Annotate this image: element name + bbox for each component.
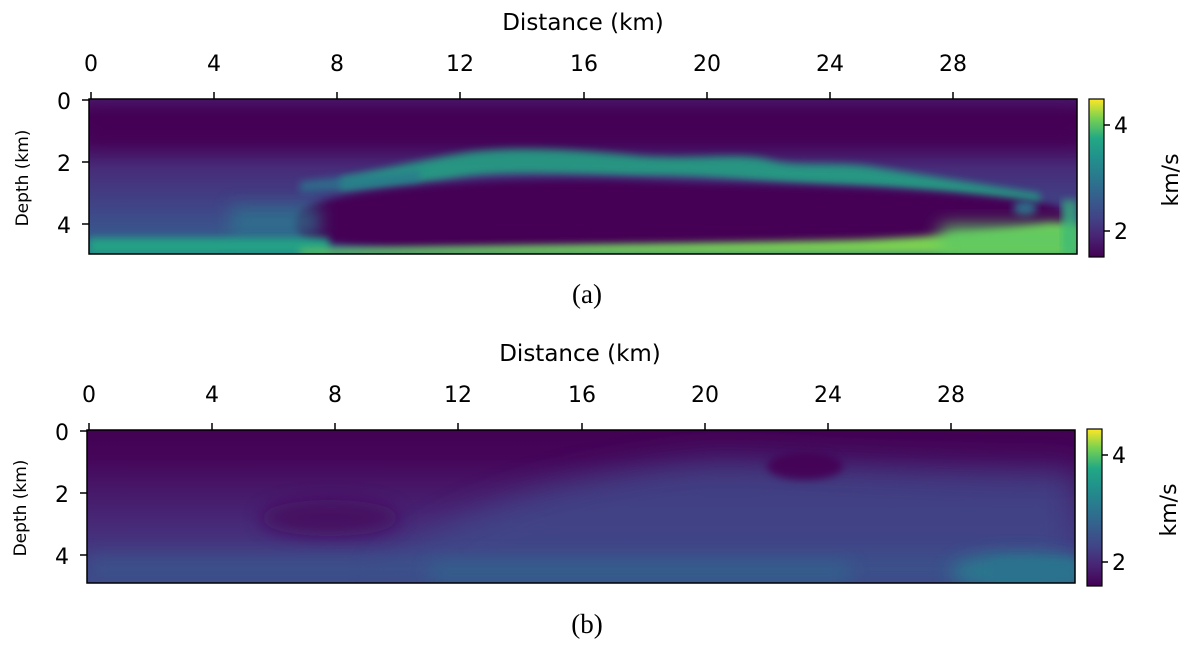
panel-a-colorbar-label: km/s	[1159, 153, 1184, 206]
panel-a: Distance (km) 0 4 8 12 16 20 24 28 0 2 4	[13, 10, 1184, 309]
panel-b-heatmap	[87, 430, 1075, 583]
panel-b-colorbar-tick: 2	[1112, 551, 1126, 576]
panel-b-ylabel: Depth (km)	[11, 460, 31, 557]
panel-b-xlabel: Distance (km)	[499, 341, 661, 367]
panel-a-xtick-label: 28	[939, 52, 967, 77]
panel-a-xtick-label: 24	[816, 52, 844, 77]
panel-b-ytick-label: 0	[55, 421, 69, 446]
panel-b-xtick-label: 12	[444, 383, 472, 408]
panel-a-colorbar: 4 2 km/s	[1088, 98, 1184, 258]
panel-b-xtick-marks	[88, 423, 952, 430]
panel-b-colorbar-tick: 4	[1112, 444, 1126, 469]
panel-a-xtick-label: 8	[330, 52, 344, 77]
panel-a-xtick-label: 20	[693, 52, 721, 77]
panel-b-xtick-label: 0	[82, 383, 96, 408]
panel-a-xtick-label: 16	[570, 52, 598, 77]
panel-a-xtick-marks	[90, 92, 954, 99]
panel-b-xtick-label: 16	[568, 383, 596, 408]
panel-a-frame	[88, 98, 1078, 255]
panel-b-caption: (b)	[571, 609, 602, 639]
panel-a-caption: (a)	[572, 279, 602, 309]
panel-b-frame	[86, 429, 1076, 584]
panel-b-ytick-label: 4	[55, 545, 69, 570]
panel-b-xtick-label: 8	[328, 383, 342, 408]
panel-b-yticks: 0 2 4	[55, 421, 87, 570]
panel-b: Distance (km) 0 4 8 12 16 20 24 28 0 2 4	[11, 341, 1182, 639]
panel-a-xlabel: Distance (km)	[502, 10, 664, 36]
panel-b-xtick-label: 24	[814, 383, 842, 408]
panel-a-xtick-label: 4	[207, 52, 221, 77]
panel-b-xticks: 0 4 8 12 16 20 24 28	[82, 383, 965, 430]
panel-a-ytick-label: 2	[57, 152, 71, 177]
panel-a-ytick-label: 0	[57, 90, 71, 115]
panel-b-xtick-label: 28	[937, 383, 965, 408]
panel-a-xtick-label: 0	[84, 52, 98, 77]
panel-a-xticks: 0 4 8 12 16 20 24 28	[84, 52, 967, 99]
panel-a-ylabel: Depth (km)	[13, 130, 33, 227]
panel-a-xtick-label: 12	[446, 52, 474, 77]
panel-b-colorbar-label: km/s	[1157, 483, 1182, 536]
panel-a-yticks: 0 2 4	[57, 90, 89, 239]
panel-a-colorbar-tick: 4	[1114, 114, 1128, 139]
panel-a-ytick-label: 4	[57, 214, 71, 239]
panel-b-xtick-label: 20	[691, 383, 719, 408]
panel-b-xtick-label: 4	[205, 383, 219, 408]
panel-b-ytick-label: 2	[55, 483, 69, 508]
panel-a-colorbar-tick: 2	[1114, 220, 1128, 245]
panel-a-heatmap	[89, 99, 1077, 254]
panel-b-colorbar: 4 2 km/s	[1086, 428, 1182, 587]
